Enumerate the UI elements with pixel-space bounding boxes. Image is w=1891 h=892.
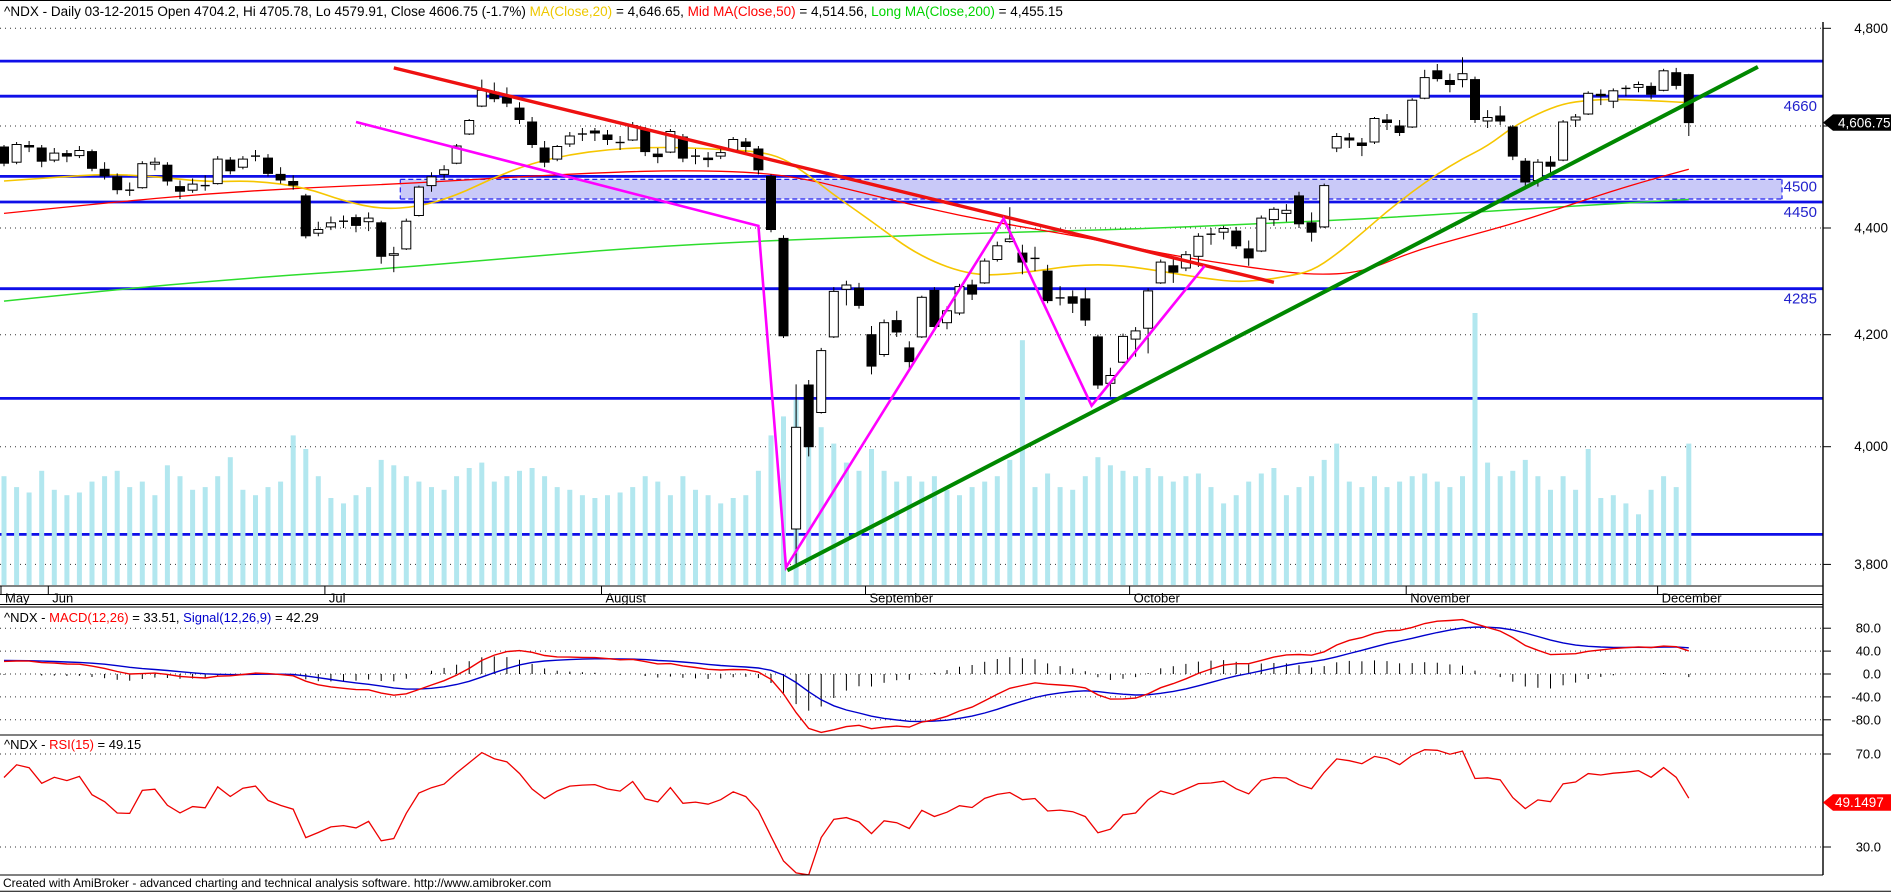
trendlines [355, 65, 1759, 573]
signal-value: = 42.29 [271, 610, 319, 625]
month-label: August [606, 591, 647, 606]
macd-line [3, 618, 1690, 734]
support-resistance-lines: 4660 4500 4450 4285 [0, 59, 1823, 536]
level-label: 4285 [1784, 291, 1817, 308]
rsi-panel-title: ^NDX - RSI(15) = 49.15 [4, 737, 148, 752]
macd-axis-label: 0.0 [1863, 667, 1881, 682]
macd-axis-label: 40.0 [1856, 644, 1881, 659]
candlesticks [0, 57, 1694, 568]
level-label: 4500 [1784, 178, 1817, 195]
level-label: 4450 [1784, 204, 1817, 221]
rsi-axis-label: 30.0 [1856, 840, 1881, 855]
x-axis: May Jun Jul August September October November D… [0, 585, 1823, 606]
level-label: 4660 [1784, 98, 1817, 115]
price-axis-label: 4,400 [1854, 221, 1888, 236]
last-price-badge: 4,606.75 [1823, 114, 1891, 131]
main-chart-title: ^NDX - Daily 03-12-2015 Open 4704.2, Hi … [4, 3, 1063, 20]
macd-axis-label: -40.0 [1851, 689, 1881, 704]
symbol-ohlc-text: ^NDX - Daily 03-12-2015 Open 4704.2, Hi … [4, 4, 530, 19]
ma200-legend: Long MA(Close,200) [871, 4, 995, 19]
macd-histogram [3, 656, 1690, 711]
rsi-symbol: ^NDX - [4, 737, 50, 752]
month-label: September [870, 591, 934, 606]
month-label: October [1134, 591, 1181, 606]
macd-axis-label: 80.0 [1856, 621, 1881, 636]
rsi-line [3, 749, 1690, 875]
macd-panel-title: ^NDX - MACD(12,26) = 33.51, Signal(12,26… [4, 610, 325, 625]
price-axis-label: 4,200 [1854, 327, 1888, 342]
ma50-line [3, 168, 1689, 275]
price-axis-label: 4,000 [1854, 439, 1888, 454]
macd-axis-label: -80.0 [1851, 712, 1881, 727]
month-label: Jun [52, 591, 73, 606]
zigzag-magenta [355, 120, 1206, 572]
rsi-axis-label: 70.0 [1856, 747, 1881, 762]
ma50-value: = 4,514.56, [795, 4, 872, 19]
ma200-value: = 4,455.15 [994, 4, 1063, 19]
rsi-value: = 49.15 [93, 737, 142, 752]
macd-symbol: ^NDX - [4, 610, 50, 625]
price-axis-label: 3,800 [1854, 557, 1888, 572]
ma50-legend: Mid MA(Close,50) [687, 4, 796, 19]
uptrend-green [786, 65, 1759, 573]
macd-legend: MACD(12,26) [49, 610, 129, 625]
signal-legend: Signal(12,26,9) [183, 610, 272, 625]
ma20-legend: MA(Close,20) [529, 4, 613, 19]
month-label: November [1410, 591, 1471, 606]
svg-text:4,606.75: 4,606.75 [1838, 115, 1891, 130]
rsi-legend: RSI(15) [49, 737, 94, 752]
consolidation-band [400, 179, 1782, 199]
price-axis-label: 4,800 [1854, 21, 1888, 36]
month-label: Jul [329, 591, 346, 606]
macd-value: = 33.51, [128, 610, 184, 625]
ma200-line [3, 198, 1689, 302]
rsi-panel: 70.0 30.0 [0, 747, 1881, 876]
main-price-panel: 4,800 4,400 4,200 4,000 3,800 4660 4500 4450 428… [0, 21, 1888, 606]
amibroker-credit-text: Created with AmiBroker - advanced charti… [3, 876, 552, 890]
ma20-line [3, 98, 1689, 283]
svg-text:49.1497: 49.1497 [1835, 795, 1884, 810]
month-label: December [1662, 591, 1723, 606]
downtrend-red [393, 66, 1275, 284]
volume-bars [1, 313, 1692, 585]
macd-panel: 80.0 40.0 0.0 -40.0 -80.0 [0, 606, 1881, 736]
ma20-value: = 4,646.65, [612, 4, 688, 19]
month-label: May [5, 591, 30, 606]
rsi-value-badge: 49.1497 [1823, 794, 1891, 811]
